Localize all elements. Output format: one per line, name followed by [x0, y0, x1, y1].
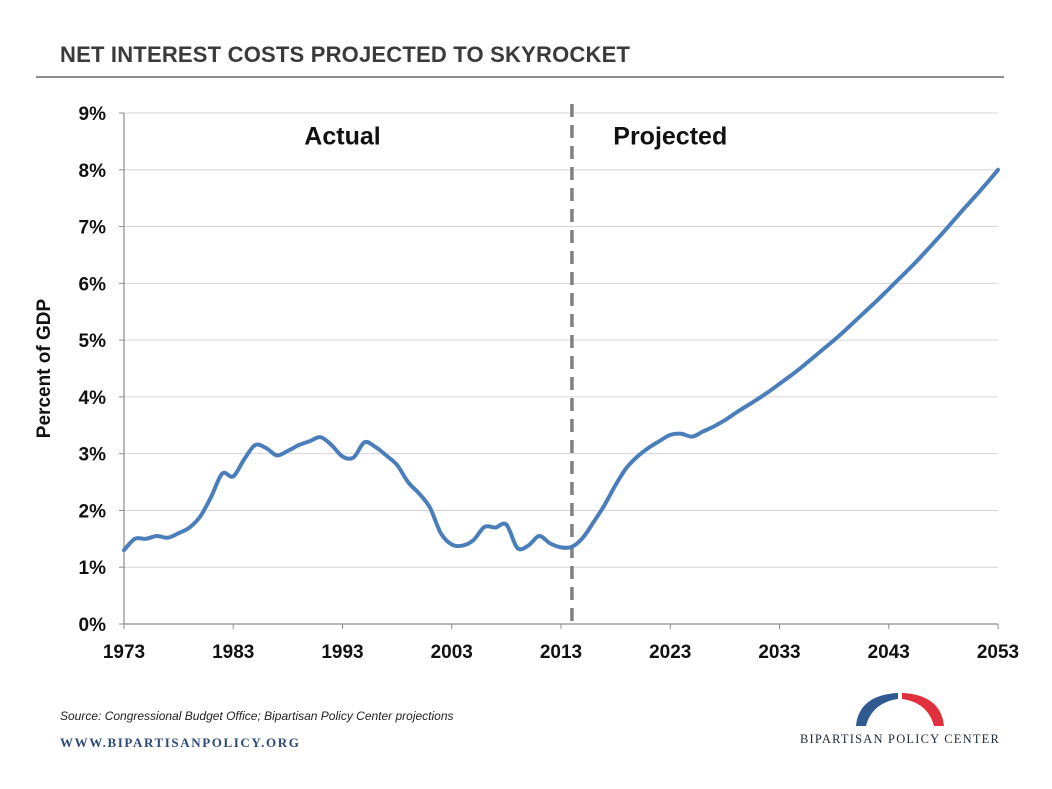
title-divider [36, 76, 1004, 78]
arch-logo-icon [856, 693, 944, 726]
y-tick-label: 5% [79, 331, 107, 352]
x-tick-label: 2033 [758, 642, 800, 663]
x-tick-label: 1983 [212, 642, 254, 663]
x-tick-label: 2043 [868, 642, 910, 663]
y-tick-label: 6% [79, 274, 107, 295]
y-tick-label: 8% [79, 161, 107, 182]
annotation-label: Projected [613, 123, 727, 151]
net-interest-line-chart: 0% 1% 2% 3% 4% 5% 6% 7% 8% 9% 1973 1983 1993 2003 201… [34, 104, 1019, 663]
arch-left-icon [856, 693, 898, 726]
y-tick-label: 2% [79, 501, 107, 522]
bipartisan-policy-center-logo: BIPARTISAN POLICY CENTER [800, 686, 1000, 750]
source-note: Source: Congressional Budget Office; Bip… [60, 709, 454, 723]
website-link[interactable]: WWW.BIPARTISANPOLICY.ORG [60, 735, 301, 750]
series-line-path [122, 167, 1000, 553]
x-tick-label: 2013 [540, 642, 582, 663]
x-tick-label: 2053 [977, 642, 1019, 663]
chart-title: NET INTEREST COSTS PROJECTED TO SKYROCKE… [60, 42, 631, 67]
x-tick-label: 1993 [321, 642, 363, 663]
y-tick-label: 4% [79, 388, 107, 409]
y-tick-label: 3% [79, 445, 107, 466]
logo-text: BIPARTISAN POLICY CENTER [800, 732, 1001, 746]
series-line [122, 167, 1000, 553]
annotations: Actual Projected [304, 123, 727, 151]
x-tick-label: 2003 [431, 642, 473, 663]
y-tick-labels: 0% 1% 2% 3% 4% 5% 6% 7% 8% 9% [79, 104, 107, 636]
arch-right-icon [902, 693, 944, 726]
x-tick-label: 2023 [649, 642, 691, 663]
annotation-label: Actual [304, 123, 380, 151]
y-tick-label: 0% [79, 615, 107, 636]
y-tick-label: 1% [79, 558, 107, 579]
y-tick-label: 7% [79, 218, 107, 239]
x-tick-label: 1973 [103, 642, 145, 663]
y-tick-label: 9% [79, 104, 107, 125]
y-axis-label: Percent of GDP [34, 298, 55, 438]
x-tick-labels: 1973 1983 1993 2003 2013 2023 2033 2043 2053 [103, 624, 1019, 663]
gridlines [119, 112, 998, 625]
